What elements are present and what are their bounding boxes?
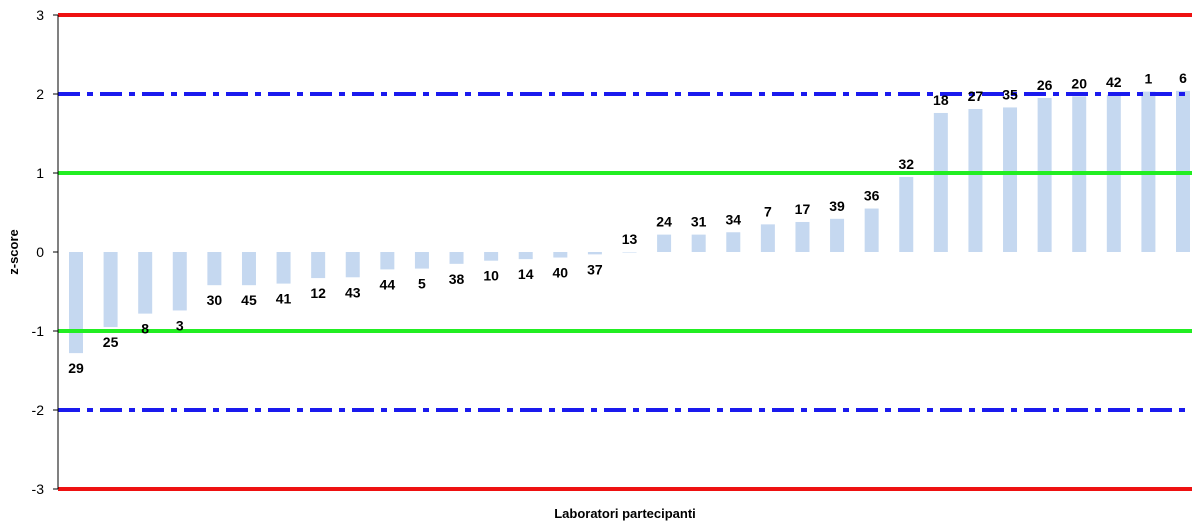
- bar-41: [276, 252, 291, 284]
- bar-32: [899, 176, 914, 252]
- data-label-24: 24: [656, 214, 672, 230]
- y-tick-label: -1: [32, 323, 45, 339]
- bar-18: [933, 112, 948, 253]
- bar-8: [138, 252, 153, 314]
- bar-31: [691, 234, 706, 252]
- data-label-6: 6: [1179, 70, 1187, 86]
- bar-7: [760, 224, 775, 252]
- bar-40: [553, 252, 568, 258]
- data-label-36: 36: [864, 188, 880, 204]
- data-label-37: 37: [587, 261, 603, 277]
- bar-44: [380, 252, 395, 270]
- data-label-20: 20: [1071, 75, 1087, 91]
- bar-35: [1003, 107, 1018, 253]
- data-label-41: 41: [276, 291, 292, 307]
- y-tick-label: -2: [32, 402, 45, 418]
- bar-39: [830, 218, 845, 252]
- x-axis-title: Laboratori partecipanti: [554, 506, 696, 521]
- data-label-13: 13: [622, 231, 638, 247]
- data-label-14: 14: [518, 266, 534, 282]
- bar-27: [968, 109, 983, 252]
- bar-36: [864, 208, 879, 252]
- data-label-35: 35: [1002, 86, 1018, 102]
- bar-29: [69, 252, 83, 354]
- y-tick-label: 1: [36, 165, 44, 181]
- reference-lines-group: [58, 13, 1192, 491]
- bar-30: [207, 252, 222, 286]
- data-label-17: 17: [795, 201, 811, 217]
- data-label-5: 5: [418, 276, 426, 292]
- data-label-8: 8: [141, 321, 149, 337]
- data-label-42: 42: [1106, 74, 1122, 90]
- data-label-30: 30: [207, 292, 223, 308]
- data-label-25: 25: [103, 334, 119, 350]
- data-label-31: 31: [691, 214, 707, 230]
- data-label-43: 43: [345, 284, 361, 300]
- data-label-3: 3: [176, 317, 184, 333]
- data-label-27: 27: [968, 88, 984, 104]
- data-label-39: 39: [829, 198, 845, 214]
- bar-34: [726, 232, 741, 252]
- bar-14: [518, 252, 533, 260]
- data-label-32: 32: [898, 156, 914, 172]
- y-axis-title: z-score: [6, 229, 21, 275]
- y-tick-label: 3: [36, 7, 44, 23]
- bar-25: [103, 252, 118, 328]
- bar-37: [587, 252, 602, 255]
- y-ticks-group: 3 2 1 0 -1 -2 -3: [32, 7, 58, 497]
- data-label-26: 26: [1037, 77, 1053, 93]
- bar-13: [622, 252, 637, 253]
- bar-3: [172, 252, 187, 311]
- bar-10: [484, 252, 499, 261]
- data-label-44: 44: [380, 276, 396, 292]
- bar-38: [449, 252, 464, 264]
- data-label-45: 45: [241, 292, 257, 308]
- data-label-1: 1: [1145, 71, 1153, 87]
- bar-45: [241, 252, 256, 286]
- data-label-29: 29: [68, 360, 84, 376]
- data-labels-group: 29 25 8 3 30 45 41 12 43 44 5 38 10 14 40 37 13 24 31 34 7 17…: [68, 70, 1187, 376]
- data-label-18: 18: [933, 92, 949, 108]
- data-label-38: 38: [449, 271, 465, 287]
- data-label-40: 40: [553, 265, 569, 281]
- bar-5: [414, 252, 429, 269]
- data-label-10: 10: [483, 268, 499, 284]
- bar-24: [657, 234, 672, 252]
- data-label-34: 34: [725, 211, 741, 227]
- y-tick-label: -3: [32, 481, 45, 497]
- bar-43: [345, 252, 360, 278]
- bar-12: [311, 252, 326, 279]
- data-label-7: 7: [764, 203, 772, 219]
- data-label-12: 12: [310, 285, 326, 301]
- y-tick-label: 0: [36, 244, 44, 260]
- bars-group: [69, 90, 1190, 354]
- bar-17: [795, 221, 810, 252]
- y-tick-label: 2: [36, 86, 44, 102]
